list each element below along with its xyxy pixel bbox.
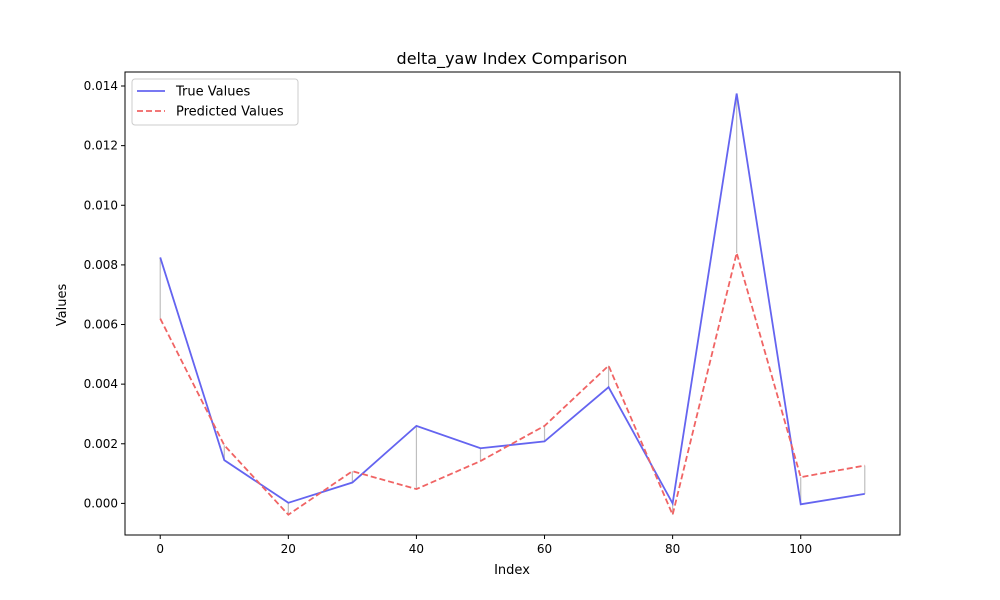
legend-label: Predicted Values bbox=[176, 105, 284, 120]
x-tick-label: 40 bbox=[409, 542, 424, 556]
y-tick-label: 0.000 bbox=[84, 496, 118, 510]
plot-area bbox=[124, 71, 901, 536]
x-tick-label: 80 bbox=[665, 542, 680, 556]
y-tick-label: 0.012 bbox=[84, 139, 118, 153]
x-axis-label: Index bbox=[494, 563, 530, 578]
chart-title: delta_yaw Index Comparison bbox=[397, 49, 628, 69]
y-axis-label: Values bbox=[55, 284, 70, 327]
x-tick-label: 20 bbox=[281, 542, 296, 556]
series-line-predicted-values bbox=[159, 249, 865, 518]
y-tick-label: 0.002 bbox=[84, 437, 118, 451]
plot-frame bbox=[124, 71, 901, 536]
y-tick-label: 0.004 bbox=[84, 377, 118, 391]
legend-label: True Values bbox=[175, 85, 250, 100]
y-tick-label: 0.014 bbox=[84, 79, 118, 93]
series-line-true-values bbox=[159, 93, 865, 507]
y-axis: 0.000 0.002 0.004 0.006 0.008 0.010 0.012 0.014 bbox=[84, 79, 125, 510]
legend: True Values Predicted Values bbox=[131, 78, 299, 126]
y-tick-label: 0.010 bbox=[84, 198, 118, 212]
x-axis: 0 20 40 60 80 100 bbox=[156, 535, 812, 556]
y-tick-label: 0.006 bbox=[84, 318, 118, 332]
y-tick-label: 0.008 bbox=[84, 258, 118, 272]
legend-box bbox=[131, 78, 299, 126]
x-tick-label: 100 bbox=[789, 542, 812, 556]
x-tick-label: 0 bbox=[156, 542, 164, 556]
x-tick-label: 60 bbox=[537, 542, 552, 556]
